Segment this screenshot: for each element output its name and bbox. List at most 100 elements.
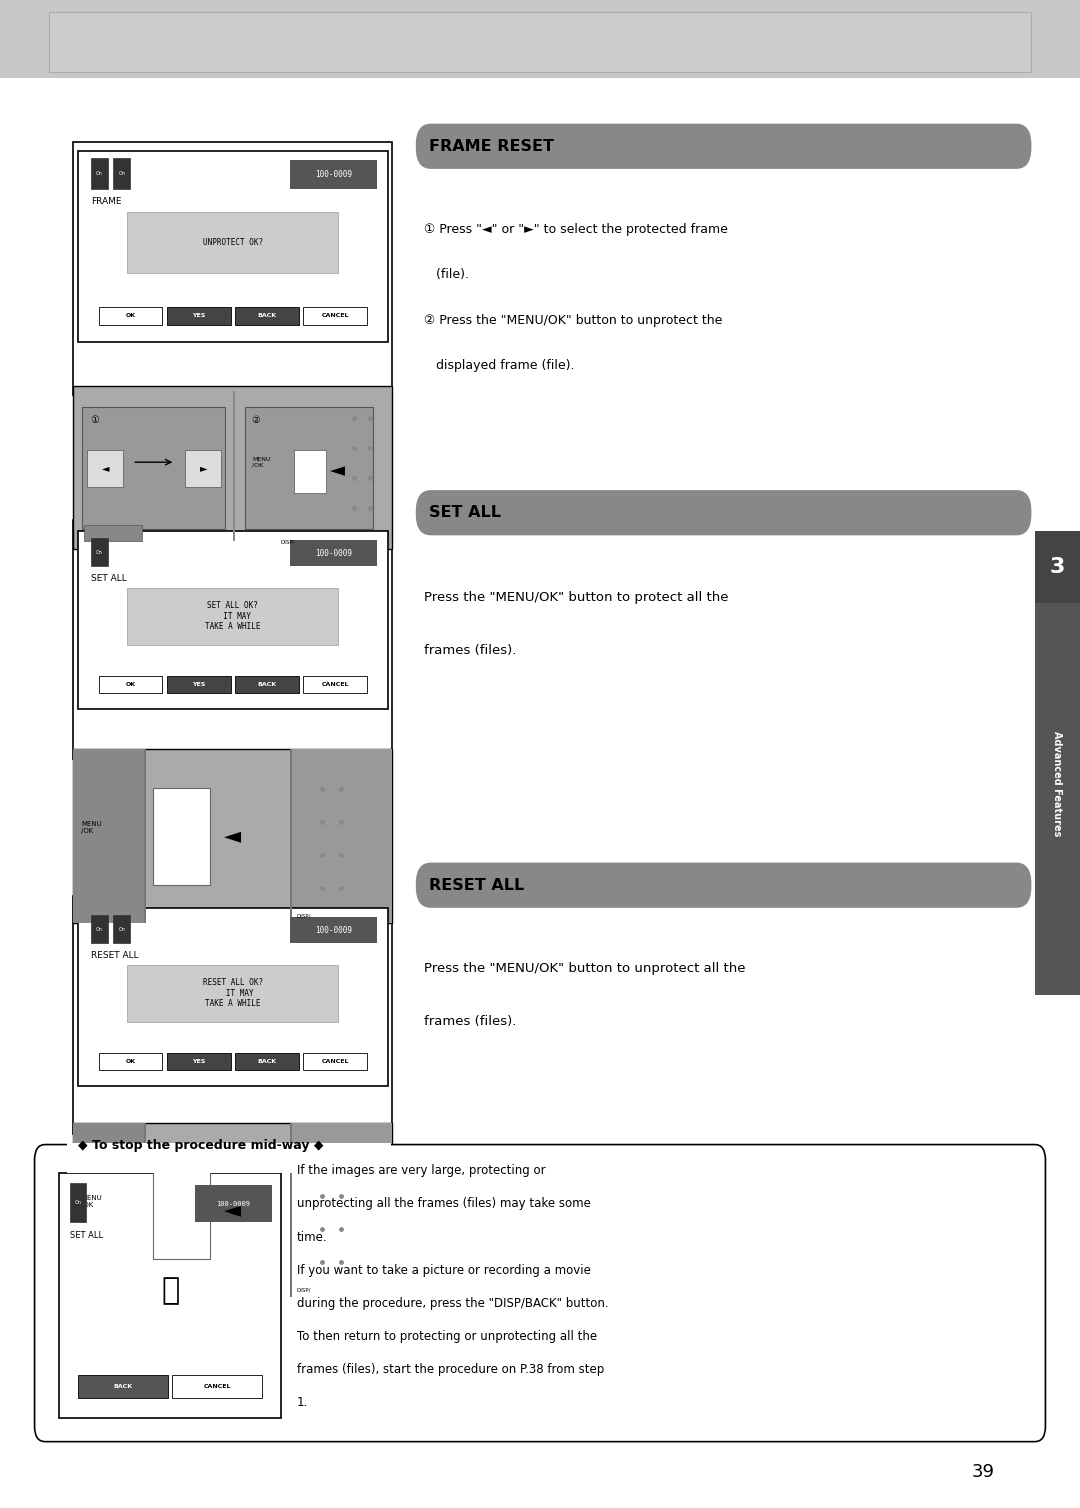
Text: To then return to protecting or unprotecting all the: To then return to protecting or unprotec…: [297, 1330, 597, 1344]
Text: MENU
/OK: MENU /OK: [81, 1194, 103, 1208]
Text: 100-0009: 100-0009: [315, 170, 352, 179]
Text: 100-0009: 100-0009: [315, 926, 352, 935]
Text: Press the "MENU/OK" button to unprotect all the: Press the "MENU/OK" button to unprotect …: [424, 962, 746, 976]
Bar: [235, 308, 299, 326]
Text: CANCEL: CANCEL: [203, 1384, 231, 1389]
Text: SET ALL: SET ALL: [91, 575, 126, 584]
Bar: [78, 531, 388, 709]
Text: RESET ALL OK?
   IT MAY
TAKE A WHILE: RESET ALL OK? IT MAY TAKE A WHILE: [203, 979, 262, 1009]
Bar: [73, 1123, 144, 1297]
Bar: [291, 540, 377, 567]
Bar: [291, 1123, 392, 1297]
Text: On: On: [118, 927, 125, 932]
Bar: [73, 896, 392, 1134]
Text: Advanced Features: Advanced Features: [1052, 731, 1063, 837]
Bar: [59, 1173, 281, 1418]
Text: FRAME RESET: FRAME RESET: [429, 139, 554, 154]
Text: time.: time.: [297, 1231, 327, 1244]
Bar: [166, 1053, 231, 1069]
Text: YES: YES: [192, 1059, 205, 1063]
Text: OK: OK: [125, 682, 135, 686]
Text: 3: 3: [1050, 556, 1065, 578]
Text: 100-0009: 100-0009: [315, 549, 352, 558]
Bar: [303, 676, 367, 692]
Text: SET ALL: SET ALL: [429, 505, 501, 520]
Text: ① Press "◄" or "►" to select the protected frame: ① Press "◄" or "►" to select the protect…: [424, 223, 728, 237]
Text: frames (files).: frames (files).: [424, 644, 517, 657]
Text: On: On: [75, 1200, 81, 1205]
Text: BACK: BACK: [113, 1384, 133, 1389]
Text: If the images are very large, protecting or: If the images are very large, protecting…: [297, 1164, 545, 1178]
Bar: [91, 158, 108, 188]
Bar: [0, 0, 1080, 78]
Bar: [49, 12, 1031, 72]
Bar: [166, 676, 231, 692]
Text: 100-0009: 100-0009: [216, 1200, 251, 1206]
Text: ◄: ◄: [225, 826, 241, 846]
Bar: [144, 749, 146, 923]
Bar: [98, 676, 162, 692]
Bar: [1035, 531, 1080, 603]
Text: SET ALL OK?
  IT MAY
TAKE A WHILE: SET ALL OK? IT MAY TAKE A WHILE: [205, 602, 260, 632]
Text: ①: ①: [91, 415, 99, 425]
Bar: [73, 386, 392, 549]
Bar: [98, 308, 162, 326]
Text: On: On: [96, 927, 103, 932]
Bar: [113, 158, 131, 188]
Text: YES: YES: [192, 314, 205, 318]
Text: displayed frame (file).: displayed frame (file).: [424, 359, 575, 372]
Text: On: On: [96, 172, 103, 176]
Text: DISP/: DISP/: [296, 914, 311, 918]
Text: RESET ALL: RESET ALL: [429, 878, 524, 893]
Bar: [233, 391, 235, 541]
Text: during the procedure, press the "DISP/BACK" button.: during the procedure, press the "DISP/BA…: [297, 1297, 609, 1310]
Text: Press the "MENU/OK" button to protect all the: Press the "MENU/OK" button to protect al…: [424, 591, 729, 605]
Bar: [113, 915, 131, 944]
Bar: [78, 1375, 167, 1398]
Bar: [291, 749, 293, 923]
Bar: [84, 525, 141, 541]
Bar: [1035, 573, 1080, 995]
Bar: [87, 449, 123, 487]
Bar: [291, 917, 377, 944]
Text: CANCEL: CANCEL: [321, 314, 349, 318]
Text: ◄: ◄: [102, 463, 109, 474]
Bar: [73, 749, 392, 923]
Bar: [235, 1053, 299, 1069]
Bar: [245, 407, 373, 529]
Bar: [91, 538, 108, 567]
Bar: [73, 1123, 392, 1297]
Bar: [186, 449, 221, 487]
Text: unprotecting all the frames (files) may take some: unprotecting all the frames (files) may …: [297, 1197, 591, 1211]
Text: If you want to take a picture or recording a movie: If you want to take a picture or recordi…: [297, 1264, 591, 1277]
Bar: [294, 449, 326, 493]
Text: BACK: BACK: [257, 682, 276, 686]
Text: RESET ALL: RESET ALL: [91, 952, 138, 961]
Text: On: On: [118, 172, 125, 176]
Bar: [153, 787, 211, 885]
Text: ►: ►: [200, 463, 207, 474]
Bar: [73, 520, 392, 759]
Bar: [144, 1123, 146, 1297]
Bar: [127, 213, 338, 273]
Text: DISP/: DISP/: [281, 540, 295, 544]
Text: CANCEL: CANCEL: [321, 1059, 349, 1063]
Text: ◄: ◄: [225, 1200, 241, 1220]
Bar: [127, 965, 338, 1022]
Text: MENU
/OK: MENU /OK: [81, 820, 103, 834]
Bar: [153, 1161, 211, 1259]
Bar: [91, 915, 108, 944]
Bar: [235, 676, 299, 692]
Text: FRAME: FRAME: [91, 198, 121, 207]
Text: ⌛: ⌛: [161, 1276, 179, 1304]
Text: 39: 39: [971, 1463, 995, 1481]
FancyBboxPatch shape: [416, 490, 1031, 535]
FancyBboxPatch shape: [35, 1145, 1045, 1442]
Text: OK: OK: [125, 314, 135, 318]
Bar: [70, 1182, 85, 1221]
Bar: [73, 749, 144, 923]
Text: ◆ To stop the procedure mid-way ◆: ◆ To stop the procedure mid-way ◆: [78, 1139, 323, 1152]
FancyBboxPatch shape: [416, 124, 1031, 169]
Bar: [82, 407, 226, 529]
Text: BACK: BACK: [257, 314, 276, 318]
